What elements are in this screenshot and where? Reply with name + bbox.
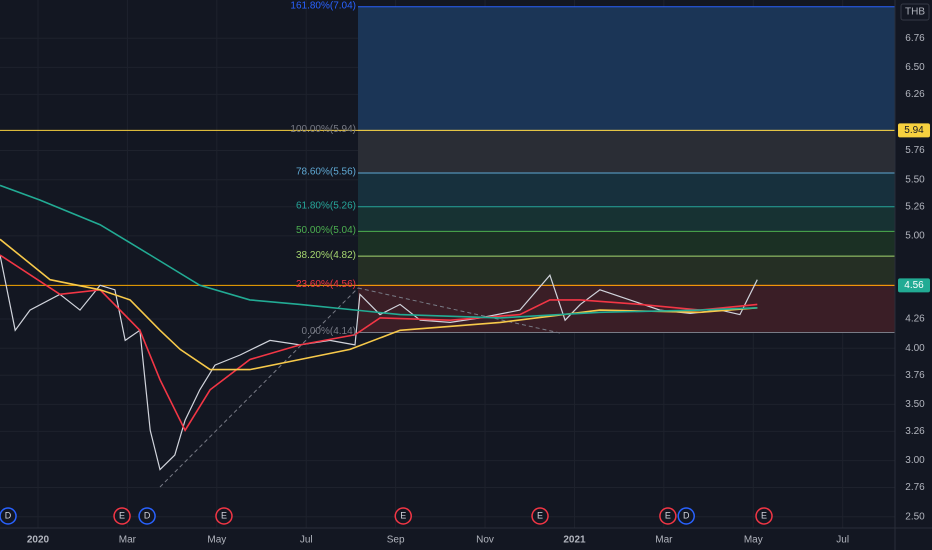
price-badge [898,123,930,138]
y-tick-label: 3.26 [905,426,925,437]
y-tick-label: 5.50 [905,174,925,185]
x-tick-label: May [207,535,226,546]
y-tick-label: 3.00 [905,455,925,466]
y-tick-label: 5.00 [905,231,925,242]
y-tick-label: 2.50 [905,511,925,522]
event-label: D [5,510,12,520]
y-tick-label: 5.76 [905,145,925,156]
event-label: E [761,510,767,520]
fib-zone [358,285,895,333]
fib-zone [358,6,895,131]
event-marker [755,507,773,525]
x-tick-label: Jul [836,535,849,546]
price-badge-label: 5.94 [904,125,924,136]
y-tick-label: 6.50 [905,62,925,73]
x-tick-label: Sep [387,535,405,546]
fib-label: 23.60%(4.56) [296,279,356,290]
y-tick-label: 2.76 [905,482,925,493]
event-marker [138,507,156,525]
series [0,6,895,471]
fib-zone [358,206,895,232]
y-tick-label: 6.76 [905,33,925,44]
y-tick-label: 4.00 [905,343,925,354]
y-tick-label: 6.26 [905,89,925,100]
series-line [0,184,758,319]
event-label: E [537,510,543,520]
y-tick-label: 5.26 [905,201,925,212]
event-label: E [400,510,406,520]
series-line [0,254,758,432]
x-tick-label: Mar [119,535,137,546]
currency: THB [905,7,925,18]
fib-zones [358,6,895,333]
event-marker [531,507,549,525]
y-tick-label: 4.26 [905,314,925,325]
fib-label: 161.80%(7.04) [290,0,356,11]
event-marker [677,507,695,525]
fib-label: 100.00%(5.94) [290,124,356,135]
y-tick-label: 3.50 [905,399,925,410]
trend-line [159,287,359,488]
event-marker [659,507,677,525]
fib-zone [358,173,895,207]
event-label: E [119,510,125,520]
event-label: D [683,510,690,520]
currency-box [900,3,930,21]
y-tick-label: 3.76 [905,370,925,381]
price-badge-label: 4.56 [904,280,924,291]
event-label: E [665,510,671,520]
fib-label: 38.20%(4.82) [296,250,356,261]
fib-zone [358,130,895,174]
fib-zone [358,256,895,286]
x-tick-label: Nov [476,535,494,546]
fib-label: 61.80%(5.26) [296,200,356,211]
price-badge [898,278,930,293]
x-tick-label: 2021 [563,535,586,546]
event-marker [113,507,131,525]
x-tick-label: 2020 [27,535,50,546]
event-label: E [221,510,227,520]
fib-label: 0.00%(4.14) [302,326,356,337]
event-label: D [144,510,151,520]
fib-zone [358,231,895,257]
series-line [0,254,758,471]
x-tick-label: Jul [300,535,313,546]
event-marker [394,507,412,525]
event-marker [215,507,233,525]
x-tick-label: Mar [655,535,673,546]
fib-label: 50.00%(5.04) [296,225,356,236]
event-marker [0,507,17,525]
x-tick-label: May [744,535,763,546]
fib-label: 78.60%(5.56) [296,167,356,178]
